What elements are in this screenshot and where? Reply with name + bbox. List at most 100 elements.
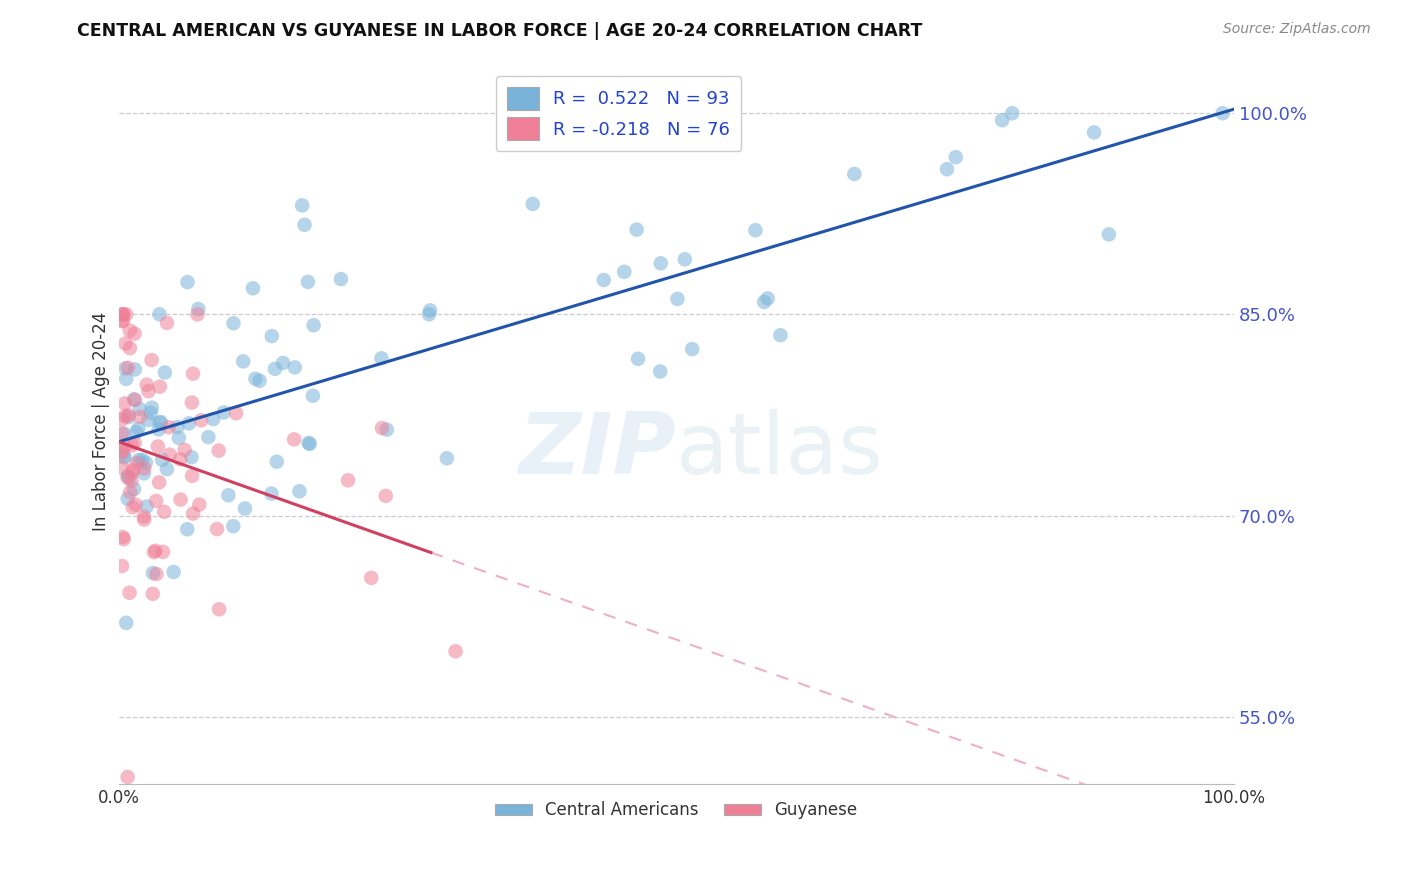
Point <box>117 491 139 506</box>
Point <box>1098 227 1121 242</box>
Point <box>118 586 141 600</box>
Point <box>145 543 167 558</box>
Point <box>297 275 319 289</box>
Point <box>128 453 150 467</box>
Point <box>436 451 458 466</box>
Point <box>284 360 307 375</box>
Point <box>112 426 135 441</box>
Point <box>197 430 219 444</box>
Point <box>176 275 198 289</box>
Point <box>118 341 141 355</box>
Point <box>122 392 145 407</box>
Point <box>156 462 179 476</box>
Point <box>180 450 202 465</box>
Point <box>260 486 283 500</box>
Point <box>744 223 766 237</box>
Point <box>141 401 163 415</box>
Point <box>111 314 134 328</box>
Point <box>111 426 134 441</box>
Point <box>114 438 136 452</box>
Point <box>208 602 231 616</box>
Point <box>208 443 231 458</box>
Point <box>233 501 256 516</box>
Point <box>117 409 139 424</box>
Point <box>169 452 191 467</box>
Point <box>205 522 228 536</box>
Point <box>124 392 146 407</box>
Point <box>111 460 134 475</box>
Point <box>114 336 136 351</box>
Point <box>142 545 165 559</box>
Point <box>117 471 139 485</box>
Text: ZIP: ZIP <box>519 409 676 492</box>
Point <box>298 437 321 451</box>
Point <box>650 256 672 270</box>
Point <box>111 445 134 459</box>
Point <box>1083 125 1105 139</box>
Point <box>146 439 169 453</box>
Point <box>120 474 142 488</box>
Point <box>302 318 325 333</box>
Point <box>627 351 650 366</box>
Point <box>260 329 283 343</box>
Point <box>991 113 1014 128</box>
Point <box>134 461 156 475</box>
Point <box>153 505 176 519</box>
Point <box>217 488 239 502</box>
Point <box>111 559 134 574</box>
Point <box>118 470 141 484</box>
Point <box>117 409 139 423</box>
Point <box>374 489 396 503</box>
Point <box>181 507 204 521</box>
Point <box>1001 106 1024 120</box>
Point <box>149 415 172 429</box>
Point <box>112 314 135 328</box>
Point <box>111 307 134 321</box>
Point <box>114 409 136 424</box>
Point <box>371 421 394 435</box>
Point <box>181 468 204 483</box>
Point <box>131 453 153 467</box>
Point <box>360 571 382 585</box>
Point <box>124 436 146 450</box>
Point <box>592 273 614 287</box>
Point <box>242 281 264 295</box>
Point <box>111 443 134 458</box>
Point <box>148 307 170 321</box>
Point <box>945 150 967 164</box>
Point <box>650 364 672 378</box>
Point <box>271 356 294 370</box>
Point <box>157 420 180 434</box>
Point <box>330 272 353 286</box>
Text: Source: ZipAtlas.com: Source: ZipAtlas.com <box>1223 22 1371 37</box>
Point <box>626 222 648 236</box>
Legend: Central Americans, Guyanese: Central Americans, Guyanese <box>489 795 863 826</box>
Point <box>225 406 247 420</box>
Point <box>1212 106 1234 120</box>
Point <box>186 307 208 321</box>
Point <box>124 326 146 341</box>
Point <box>148 475 170 490</box>
Point <box>115 307 138 321</box>
Point <box>149 379 172 393</box>
Point <box>138 384 160 399</box>
Point <box>173 442 195 457</box>
Point <box>159 448 181 462</box>
Point <box>115 372 138 386</box>
Point <box>132 467 155 481</box>
Point <box>127 421 149 435</box>
Point <box>135 456 157 470</box>
Point <box>111 412 134 426</box>
Point <box>177 417 200 431</box>
Point <box>139 406 162 420</box>
Point <box>132 509 155 524</box>
Point <box>118 324 141 338</box>
Point <box>117 469 139 483</box>
Point <box>169 492 191 507</box>
Point <box>291 198 314 212</box>
Point <box>181 367 204 381</box>
Point <box>134 513 156 527</box>
Point <box>112 450 135 464</box>
Point <box>283 433 305 447</box>
Point <box>264 361 287 376</box>
